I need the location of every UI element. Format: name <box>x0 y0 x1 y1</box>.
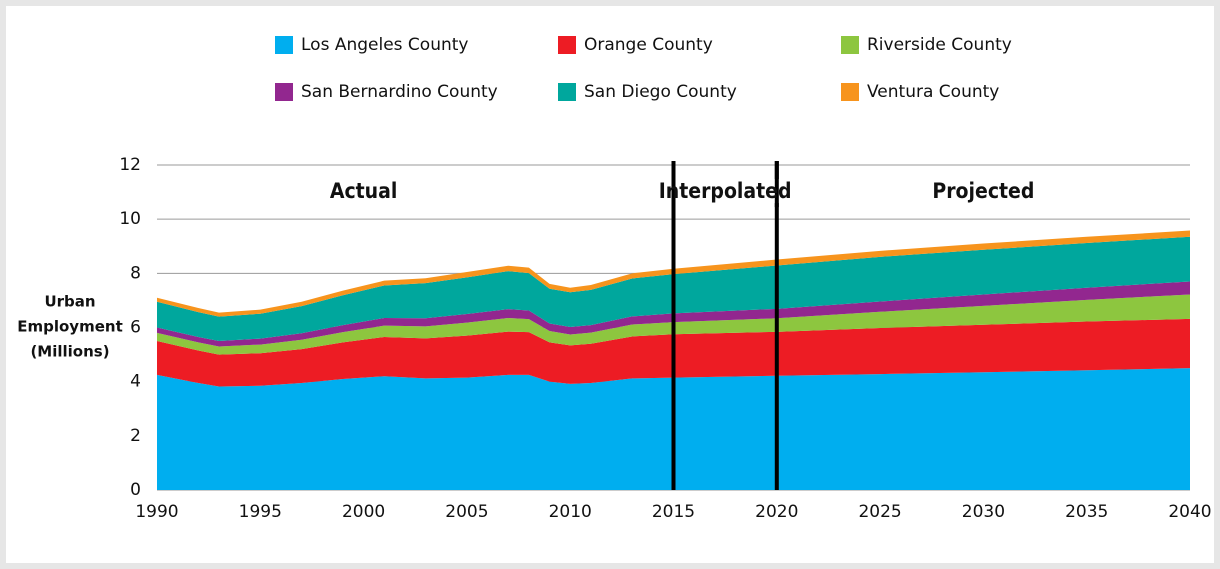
y-tick-label: 12 <box>119 155 141 175</box>
x-tick-label: 2010 <box>549 502 592 522</box>
x-tick-label: 2030 <box>962 502 1005 522</box>
annotation-bg <box>656 179 794 204</box>
annotation: Actual <box>330 179 398 203</box>
y-tick-label: 4 <box>130 372 141 392</box>
x-tick-label: 2005 <box>445 502 488 522</box>
legend-swatch <box>558 83 576 101</box>
x-tick-label: 2000 <box>342 502 385 522</box>
y-axis-label: (Millions) <box>30 343 109 361</box>
annotation: Projected <box>932 179 1034 203</box>
x-tick-label: 2035 <box>1065 502 1108 522</box>
x-tick-label: 1990 <box>135 502 178 522</box>
x-tick-label: 2015 <box>652 502 695 522</box>
x-tick-label: 1995 <box>239 502 282 522</box>
legend-swatch <box>275 83 293 101</box>
y-tick-label: 8 <box>130 263 141 283</box>
legend-label: Ventura County <box>867 82 999 102</box>
x-tick-label: 2040 <box>1168 502 1211 522</box>
annotation: Interpolated <box>659 179 792 203</box>
legend-swatch <box>841 36 859 54</box>
y-axis-label: Urban <box>44 293 95 311</box>
y-axis-label: Employment <box>17 318 123 336</box>
legend-label: Orange County <box>584 35 713 55</box>
legend-swatch <box>275 36 293 54</box>
y-tick-label: 0 <box>130 480 141 500</box>
legend-label: San Diego County <box>584 82 737 102</box>
y-tick-label: 10 <box>119 209 141 229</box>
x-tick-label: 2025 <box>858 502 901 522</box>
legend-label: Los Angeles County <box>301 35 468 55</box>
legend-swatch <box>841 83 859 101</box>
legend-label: Riverside County <box>867 35 1012 55</box>
x-tick-label: 2020 <box>755 502 798 522</box>
y-tick-label: 6 <box>130 318 141 338</box>
y-tick-label: 2 <box>130 426 141 446</box>
legend-label: San Bernardino County <box>301 82 498 102</box>
legend-swatch <box>558 36 576 54</box>
